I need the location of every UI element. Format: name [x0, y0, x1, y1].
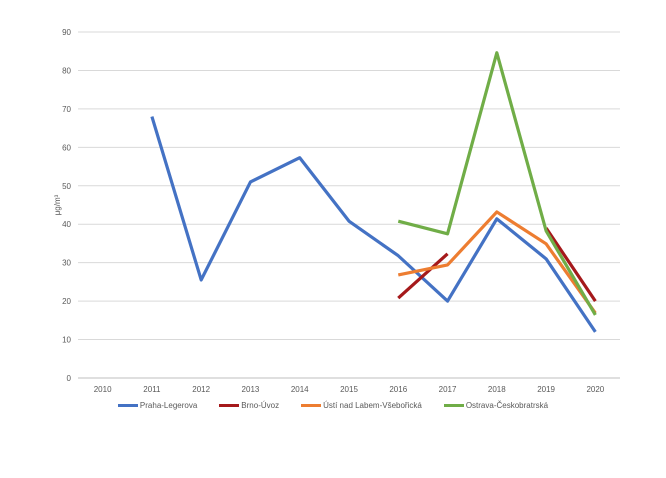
- x-tick-label: 2017: [439, 385, 457, 394]
- x-tick-label: 2020: [586, 385, 604, 394]
- x-tick-label: 2011: [143, 385, 161, 394]
- x-tick-label: 2018: [488, 385, 506, 394]
- y-axis-label: μg/m³: [53, 194, 62, 215]
- y-tick-labels: 0 10 20 30 40 50 60 70 80 90: [62, 28, 71, 383]
- legend-swatch: [443, 404, 464, 407]
- y-tick-label: 30: [62, 259, 71, 268]
- x-tick-label: 2012: [192, 385, 210, 394]
- y-tick-label: 60: [62, 143, 71, 152]
- legend: Praha-Legerova Brno-Úvoz Ústí nad Labem-Vš…: [0, 401, 666, 410]
- series-lines: [150, 51, 597, 333]
- legend-label: Ústí nad Labem-Všebořická: [323, 401, 422, 410]
- gridlines: [78, 31, 620, 379]
- x-tick-labels: 2010 2011 2012 2013 2014 2015 2016 2017 2018 2019…: [94, 385, 605, 394]
- series-line-0: [150, 116, 597, 333]
- series-line-1: [397, 252, 449, 300]
- y-tick-label: 20: [62, 297, 71, 306]
- y-tick-label: 90: [62, 28, 71, 37]
- legend-item: Brno-Úvoz: [219, 401, 279, 410]
- legend-swatch: [219, 404, 240, 407]
- legend-item: Ústí nad Labem-Všebořická: [301, 401, 422, 410]
- x-tick-label: 2016: [389, 385, 407, 394]
- y-tick-label: 50: [62, 182, 71, 191]
- y-tick-label: 80: [62, 66, 71, 75]
- x-tick-label: 2010: [94, 385, 112, 394]
- legend-label: Praha-Legerova: [139, 401, 198, 410]
- x-tick-label: 2013: [242, 385, 260, 394]
- legend-item: Praha-Legerova: [117, 401, 198, 410]
- series-line-3: [397, 51, 597, 316]
- legend-item: Ostrava-Českobratrská: [443, 401, 549, 410]
- x-tick-label: 2019: [537, 385, 555, 394]
- legend-swatch: [301, 404, 322, 407]
- legend-label: Ostrava-Českobratrská: [465, 401, 549, 410]
- series-line-1: [544, 227, 597, 303]
- x-tick-label: 2014: [291, 385, 309, 394]
- y-tick-label: 70: [62, 105, 71, 114]
- y-tick-label: 10: [62, 336, 71, 345]
- y-tick-label: 40: [62, 220, 71, 229]
- legend-swatch: [117, 404, 138, 407]
- legend-label: Brno-Úvoz: [241, 401, 280, 410]
- y-tick-label: 0: [67, 374, 72, 383]
- x-tick-label: 2015: [340, 385, 358, 394]
